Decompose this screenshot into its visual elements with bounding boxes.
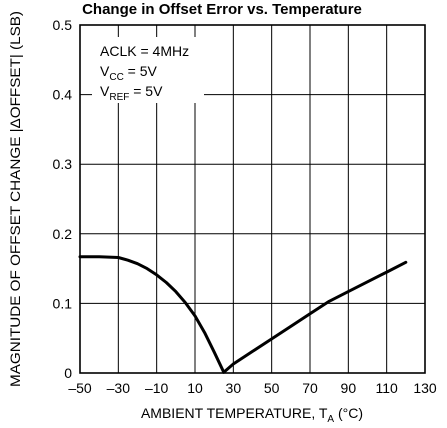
annotation-line: VCC = 5V [100,63,158,83]
x-tick-label: 10 [187,380,203,396]
x-tick-label: 30 [226,380,242,396]
x-axis-title: AMBIENT TEMPERATURE, TA (°C) [141,405,363,425]
y-tick-label: 0.5 [53,17,73,33]
x-tick-label: 50 [264,380,280,396]
x-tick-label: 90 [341,380,357,396]
annotation-line: ACLK = 4MHz [100,43,189,59]
plot-frame [79,24,426,374]
y-tick-label: 0.1 [53,295,73,311]
x-axis-title-main: AMBIENT TEMPERATURE, T [141,405,328,421]
x-axis-title-sub: A [327,414,334,425]
series-line [78,255,408,374]
x-tick-labels: –50 –30 –10 10 30 50 70 90 110 130 [68,380,437,396]
annotation-sub: CC [109,72,123,83]
y-tick-labels: 0 0.1 0.2 0.3 0.4 0.5 [53,17,73,381]
annotation-sub: REF [109,92,129,103]
x-tick-label: –30 [107,380,131,396]
x-tick-label: –50 [68,380,92,396]
x-tick-label: 130 [413,380,437,396]
y-tick-label: 0 [64,365,72,381]
y-tick-label: 0.3 [53,156,73,172]
y-tick-label: 0.2 [53,226,73,242]
chart-title: Change in Offset Error vs. Temperature [82,1,362,18]
annotation-main: V [100,83,110,99]
y-tick-label: 0.4 [53,87,73,103]
annotation-background [92,37,204,103]
annotation-main: ACLK = 4MHz [100,43,189,59]
annotation-tail: = 5V [129,83,163,99]
annotation-tail: = 5V [124,63,158,79]
x-tick-label: 70 [302,380,318,396]
series-layer [78,255,408,374]
x-tick-label: 110 [376,380,399,396]
y-axis-title: MAGNITUDE OF OFFSET CHANGE |ΔOFFSET| (LS… [7,11,23,387]
x-tick-label: –10 [145,380,169,396]
annotation-line: VREF = 5V [100,83,163,103]
x-axis-title-unit: (°C) [334,405,363,421]
annotation-main: V [100,63,110,79]
